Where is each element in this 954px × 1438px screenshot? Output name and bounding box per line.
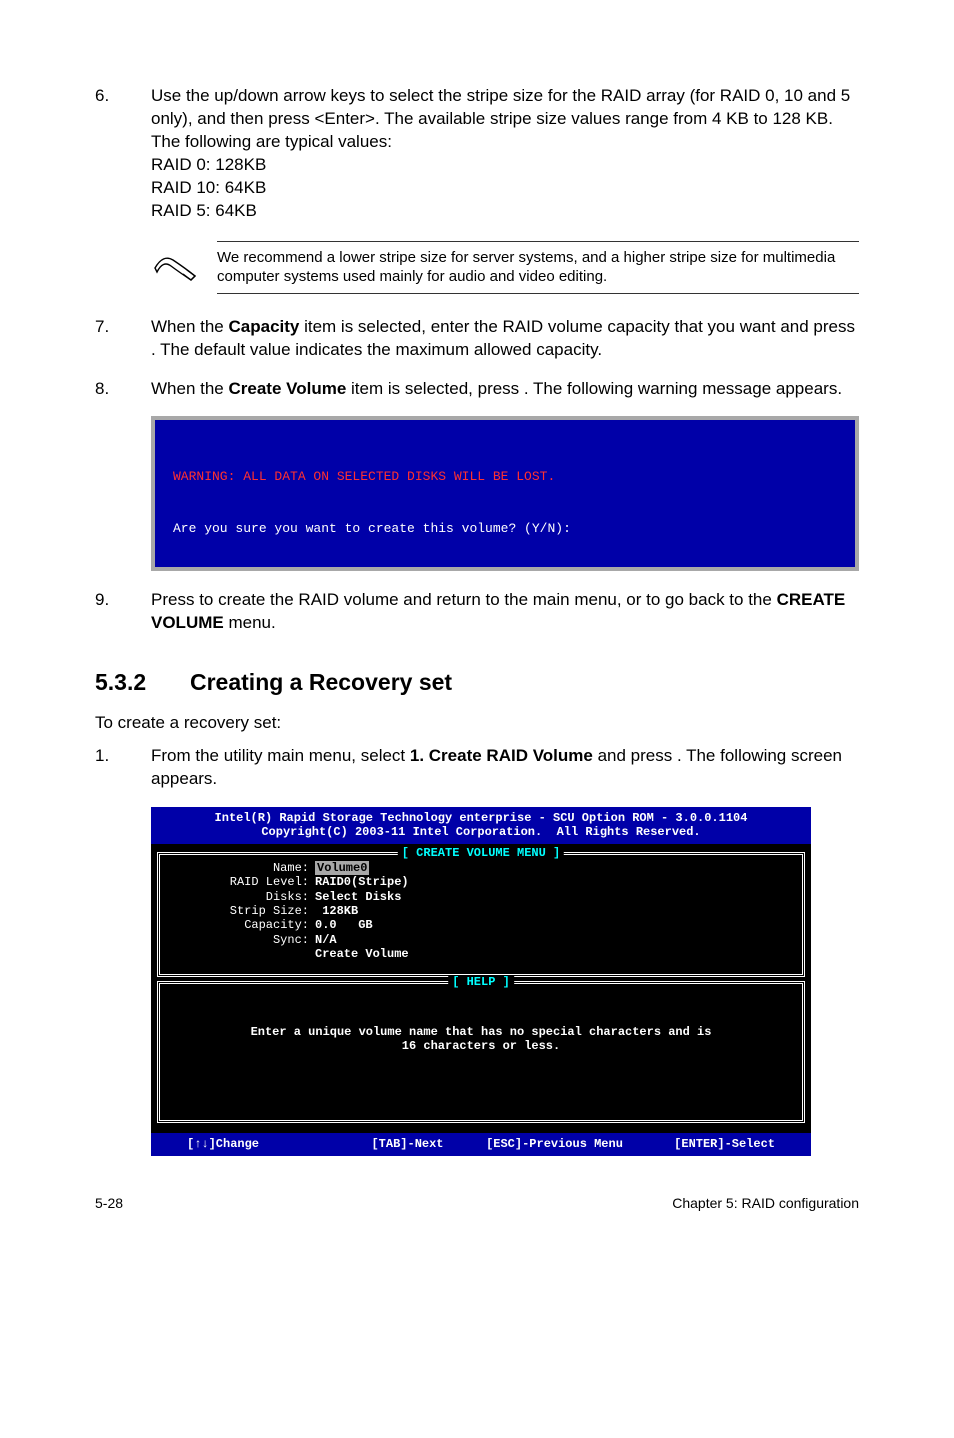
note-icon: [151, 244, 199, 291]
step-7: 7. When the Capacity item is selected, e…: [95, 316, 859, 362]
create-volume-panel: [ CREATE VOLUME MENU ] Name:Volume0RAID …: [157, 852, 805, 977]
step-number: 8.: [95, 378, 151, 401]
footer-key: [↑↓]Change: [157, 1137, 334, 1151]
section-title: Creating a Recovery set: [190, 669, 452, 695]
step-number: 1.: [95, 745, 151, 791]
bios-header: Intel(R) Rapid Storage Technology enterp…: [151, 807, 811, 844]
panel-title: [ CREATE VOLUME MENU ]: [398, 846, 564, 860]
section-heading: 5.3.2Creating a Recovery set: [95, 667, 859, 698]
bios-field-value: Volume0: [315, 861, 792, 875]
bios-field-value: 128KB: [315, 904, 792, 918]
note-rule-top: [217, 241, 859, 242]
panel-title: [ HELP ]: [448, 975, 514, 989]
bios-header-line: Copyright(C) 2003-11 Intel Corporation. …: [261, 825, 700, 839]
chapter-label: Chapter 5: RAID configuration: [672, 1194, 859, 1213]
step-text: RAID 0: 128KB: [151, 154, 859, 177]
bios-field-row: RAID Level:RAID0(Stripe): [170, 875, 792, 889]
page-number: 5-28: [95, 1194, 123, 1213]
footer-key: [ENTER]-Select: [628, 1137, 805, 1151]
step-body: From the utility main menu, select 1. Cr…: [151, 745, 859, 791]
step-text: Use the up/down arrow keys to select the…: [151, 85, 859, 154]
step-8: 8. When the Create Volume item is select…: [95, 378, 859, 401]
instruction-list-a: 6. Use the up/down arrow keys to select …: [95, 85, 859, 223]
help-text: Enter a unique volume name that has no s…: [170, 990, 792, 1109]
step-text: RAID 5: 64KB: [151, 200, 859, 223]
bios-header-line: Intel(R) Rapid Storage Technology enterp…: [215, 811, 748, 825]
bios-field-row: Capacity:0.0 GB: [170, 918, 792, 932]
bios-field-label: Disks:: [170, 890, 315, 904]
step-number: 9.: [95, 589, 151, 635]
bios-fields: Name:Volume0RAID Level:RAID0(Stripe)Disk…: [170, 861, 792, 962]
bios-field-row: Disks:Select Disks: [170, 890, 792, 904]
note-rule-bottom: [217, 293, 859, 294]
bios-field-row: Sync:N/A: [170, 933, 792, 947]
step-6: 6. Use the up/down arrow keys to select …: [95, 85, 859, 223]
instruction-list-c: 9. Press to create the RAID volume and r…: [95, 589, 859, 635]
instruction-list-d: 1. From the utility main menu, select 1.…: [95, 745, 859, 791]
warning-line: WARNING: ALL DATA ON SELECTED DISKS WILL…: [173, 468, 837, 486]
bios-field-row: Create Volume: [170, 947, 792, 961]
section-number: 5.3.2: [95, 667, 190, 698]
note-block: We recommend a lower stripe size for ser…: [151, 241, 859, 294]
help-panel: [ HELP ] Enter a unique volume name that…: [157, 981, 805, 1124]
step-1-recovery: 1. From the utility main menu, select 1.…: [95, 745, 859, 791]
step-number: 7.: [95, 316, 151, 362]
bios-field-label: RAID Level:: [170, 875, 315, 889]
bios-field-value: 0.0 GB: [315, 918, 792, 932]
instruction-list-b: 7. When the Capacity item is selected, e…: [95, 316, 859, 401]
section-intro: To create a recovery set:: [95, 712, 859, 735]
bios-field-value: Select Disks: [315, 890, 792, 904]
step-body: When the Capacity item is selected, ente…: [151, 316, 859, 362]
footer-key: [TAB]-Next: [334, 1137, 481, 1151]
step-body: Press to create the RAID volume and retu…: [151, 589, 859, 635]
bios-field-label: Capacity:: [170, 918, 315, 932]
bios-field-row: Name:Volume0: [170, 861, 792, 875]
note-text: We recommend a lower stripe size for ser…: [217, 248, 859, 287]
bios-field-label: Sync:: [170, 933, 315, 947]
step-number: 6.: [95, 85, 151, 223]
warning-prompt: Are you sure you want to create this vol…: [173, 520, 837, 538]
footer-key: [ESC]-Previous Menu: [481, 1137, 628, 1151]
page-footer: 5-28 Chapter 5: RAID configuration: [95, 1194, 859, 1213]
step-9: 9. Press to create the RAID volume and r…: [95, 589, 859, 635]
bios-selected-value: Volume0: [315, 861, 369, 875]
bios-screenshot: Intel(R) Rapid Storage Technology enterp…: [151, 807, 811, 1156]
bios-field-row: Strip Size: 128KB: [170, 904, 792, 918]
bios-field-label: Name:: [170, 861, 315, 875]
warning-console: WARNING: ALL DATA ON SELECTED DISKS WILL…: [151, 416, 859, 571]
bios-body: [ CREATE VOLUME MENU ] Name:Volume0RAID …: [151, 844, 811, 1134]
bios-field-value: N/A: [315, 933, 792, 947]
bios-field-label: Strip Size:: [170, 904, 315, 918]
bios-footer: [↑↓]Change [TAB]-Next [ESC]-Previous Men…: [151, 1133, 811, 1155]
note-content: We recommend a lower stripe size for ser…: [217, 241, 859, 294]
step-text: RAID 10: 64KB: [151, 177, 859, 200]
bios-field-value: RAID0(Stripe): [315, 875, 792, 889]
bios-field-value: Create Volume: [315, 947, 792, 961]
step-body: When the Create Volume item is selected,…: [151, 378, 859, 401]
bios-field-label: [170, 947, 315, 961]
step-body: Use the up/down arrow keys to select the…: [151, 85, 859, 223]
